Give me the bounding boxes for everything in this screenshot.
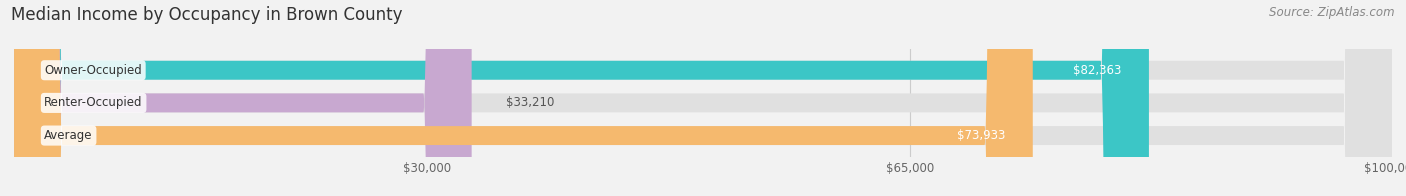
FancyBboxPatch shape: [14, 0, 471, 196]
Text: $73,933: $73,933: [957, 129, 1005, 142]
Text: Source: ZipAtlas.com: Source: ZipAtlas.com: [1270, 6, 1395, 19]
FancyBboxPatch shape: [14, 0, 1149, 196]
Text: $33,210: $33,210: [506, 96, 554, 109]
FancyBboxPatch shape: [14, 0, 1392, 196]
FancyBboxPatch shape: [14, 0, 1392, 196]
FancyBboxPatch shape: [14, 0, 1033, 196]
Text: $82,363: $82,363: [1073, 64, 1122, 77]
Text: Renter-Occupied: Renter-Occupied: [45, 96, 143, 109]
Text: Median Income by Occupancy in Brown County: Median Income by Occupancy in Brown Coun…: [11, 6, 402, 24]
Text: Average: Average: [45, 129, 93, 142]
Text: Owner-Occupied: Owner-Occupied: [45, 64, 142, 77]
FancyBboxPatch shape: [14, 0, 1392, 196]
